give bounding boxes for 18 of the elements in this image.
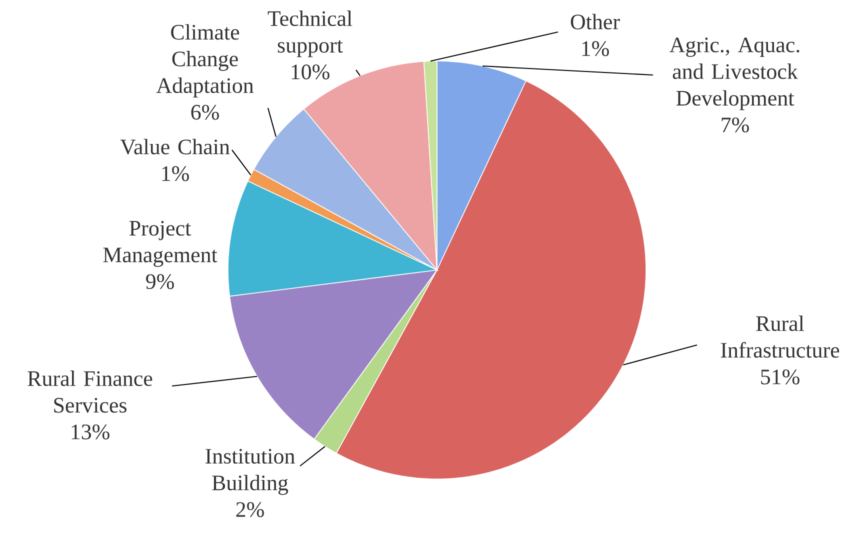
data-label: 13% (72, 424, 110, 440)
slice-label: Technical support (268, 10, 352, 58)
slice-label: Climate Change Adaptation (156, 24, 254, 98)
slice-label: Rural Finance Services (28, 370, 152, 413)
slice-label: Project Management (103, 220, 218, 267)
data-label: 7% (722, 117, 749, 132)
slice-label: Agric., Aquac. and Livestock Development (670, 38, 800, 110)
slice-label: Value Chain (120, 138, 230, 154)
slice-label: Rural Infrastructure (720, 316, 840, 358)
slice-label: Institution Building (206, 448, 295, 495)
data-label: 10% (292, 64, 330, 80)
data-label: 6% (191, 104, 219, 120)
data-label: 9% (146, 274, 174, 290)
data-label: 2% (236, 502, 264, 518)
data-label: 1% (582, 41, 609, 56)
data-label: 51% (761, 370, 800, 384)
data-label: 1% (162, 166, 189, 182)
slice-label: Other (570, 14, 620, 30)
